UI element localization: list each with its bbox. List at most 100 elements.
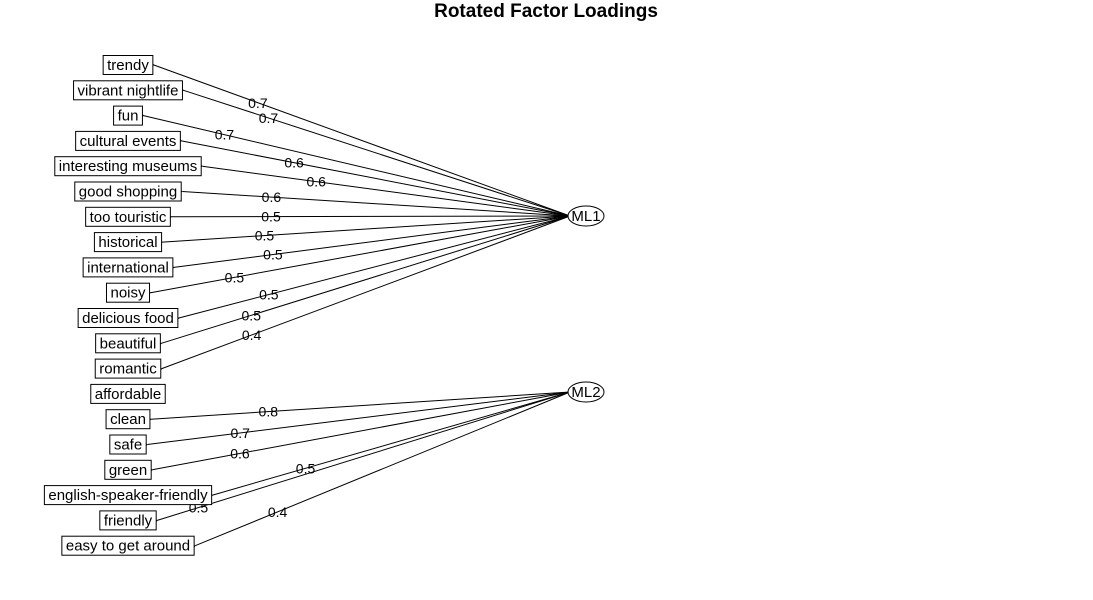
item-node-good-shopping: good shopping — [74, 181, 182, 202]
item-node-beautiful: beautiful — [95, 333, 161, 354]
loading-values: 0.70.70.70.60.60.60.50.50.50.50.50.50.40… — [189, 95, 326, 520]
item-node-romantic: romantic — [94, 358, 162, 379]
item-node-fun: fun — [113, 105, 143, 126]
loading-value: 0.5 — [259, 287, 279, 303]
loading-value: 0.6 — [230, 445, 250, 461]
factor-ellipse — [567, 205, 605, 227]
item-node-interesting-museums: interesting museums — [54, 156, 202, 177]
item-label: easy to get around — [66, 538, 190, 555]
loading-value: 0.6 — [262, 189, 282, 205]
item-node-green: green — [104, 459, 152, 480]
item-box — [104, 459, 152, 480]
item-box — [82, 257, 174, 278]
loading-edge-ml2-friendly — [157, 391, 571, 520]
item-box — [43, 485, 213, 506]
item-label: friendly — [104, 512, 153, 529]
item-node-english-speaker-friendly: english-speaker-friendly — [43, 485, 213, 506]
loading-edge-ml1-fun — [143, 116, 571, 217]
item-nodes: trendy vibrant nightlife fun cultural event… — [43, 55, 213, 556]
loading-edge-ml1-interesting-museums — [202, 166, 571, 217]
loading-value: 0.7 — [230, 425, 250, 441]
item-node-easy-to-get-around: easy to get around — [61, 535, 195, 556]
factor-nodes: ML1 ML2 — [567, 205, 605, 403]
item-label: safe — [114, 437, 142, 454]
loading-edge-ml2-english-speaker-friendly — [213, 391, 571, 495]
item-node-cultural-events: cultural events — [75, 130, 181, 151]
factor-node-ml2: ML2 — [567, 381, 605, 403]
loading-value: 0.5 — [296, 460, 316, 476]
item-label: vibrant nightlife — [78, 82, 179, 99]
item-label: cultural events — [80, 133, 177, 150]
loading-edge-ml2-green — [152, 391, 571, 470]
item-box — [61, 535, 195, 556]
loading-edge-ml1-trendy — [154, 65, 571, 217]
item-box — [102, 55, 154, 75]
loading-value: 0.6 — [306, 174, 326, 190]
item-label: english-speaker-friendly — [48, 487, 208, 504]
loading-edge-ml2-easy-to-get-around — [195, 391, 571, 546]
item-node-international: international — [82, 257, 174, 278]
item-box — [93, 232, 163, 253]
loading-edge-ml1-romantic — [162, 215, 571, 369]
item-box — [105, 409, 151, 430]
loading-value: 0.7 — [259, 110, 279, 126]
item-label: romantic — [99, 361, 157, 378]
loading-edge-ml1-good-shopping — [182, 192, 571, 217]
loading-edge-ml2-clean — [151, 391, 571, 419]
factor-label: ML1 — [571, 208, 600, 225]
factor-node-ml1: ML1 — [567, 205, 605, 227]
loading-value: 0.4 — [268, 504, 288, 520]
item-box — [74, 181, 182, 202]
item-label: historical — [98, 234, 157, 251]
loading-value: 0.8 — [259, 404, 279, 420]
item-box — [95, 333, 161, 354]
item-node-vibrant-nightlife: vibrant nightlife — [73, 80, 183, 101]
item-box — [75, 130, 181, 151]
item-label: fun — [118, 108, 139, 125]
loading-edge-ml1-historical — [163, 215, 571, 242]
loading-value: 0.5 — [261, 209, 281, 225]
item-box — [85, 206, 171, 227]
item-node-too-touristic: too touristic — [85, 206, 171, 227]
item-box — [73, 80, 183, 101]
item-node-trendy: trendy — [102, 55, 154, 75]
item-node-affordable: affordable — [90, 383, 166, 404]
item-box — [113, 105, 143, 126]
loading-edge-ml1-vibrant-nightlife — [183, 90, 571, 217]
item-node-historical: historical — [93, 232, 163, 253]
item-label: clean — [110, 411, 146, 428]
loading-value: 0.5 — [255, 228, 275, 244]
item-label: beautiful — [100, 335, 157, 352]
item-box — [99, 510, 157, 531]
loading-edges — [143, 65, 571, 546]
item-label: affordable — [95, 386, 161, 403]
loading-value: 0.5 — [242, 307, 262, 323]
item-node-noisy: noisy — [105, 282, 151, 303]
item-label: good shopping — [79, 184, 177, 201]
item-node-delicious-food: delicious food — [77, 308, 179, 328]
diagram-title: Rotated Factor Loadings — [434, 1, 658, 22]
loading-value: 0.5 — [263, 247, 283, 263]
item-label: international — [87, 259, 169, 276]
item-box — [94, 358, 162, 379]
loading-edge-ml1-cultural-events — [181, 141, 571, 217]
factor-ellipse — [567, 381, 605, 403]
loading-value: 0.4 — [242, 327, 262, 343]
loading-edge-ml1-noisy — [151, 215, 571, 293]
item-label: noisy — [110, 285, 146, 302]
item-box — [77, 308, 179, 328]
loading-edge-ml1-too-touristic — [171, 216, 571, 217]
item-box — [105, 282, 151, 303]
item-label: delicious food — [82, 310, 174, 327]
loading-value: 0.5 — [225, 269, 245, 285]
loading-edge-ml1-beautiful — [161, 215, 571, 343]
item-box — [109, 434, 147, 455]
item-node-friendly: friendly — [99, 510, 157, 531]
loading-value: 0.7 — [248, 95, 268, 111]
item-label: too touristic — [90, 209, 167, 226]
item-node-clean: clean — [105, 409, 151, 430]
loading-edge-ml1-international — [174, 215, 571, 267]
factor-label: ML2 — [571, 384, 600, 401]
item-box — [90, 383, 166, 404]
